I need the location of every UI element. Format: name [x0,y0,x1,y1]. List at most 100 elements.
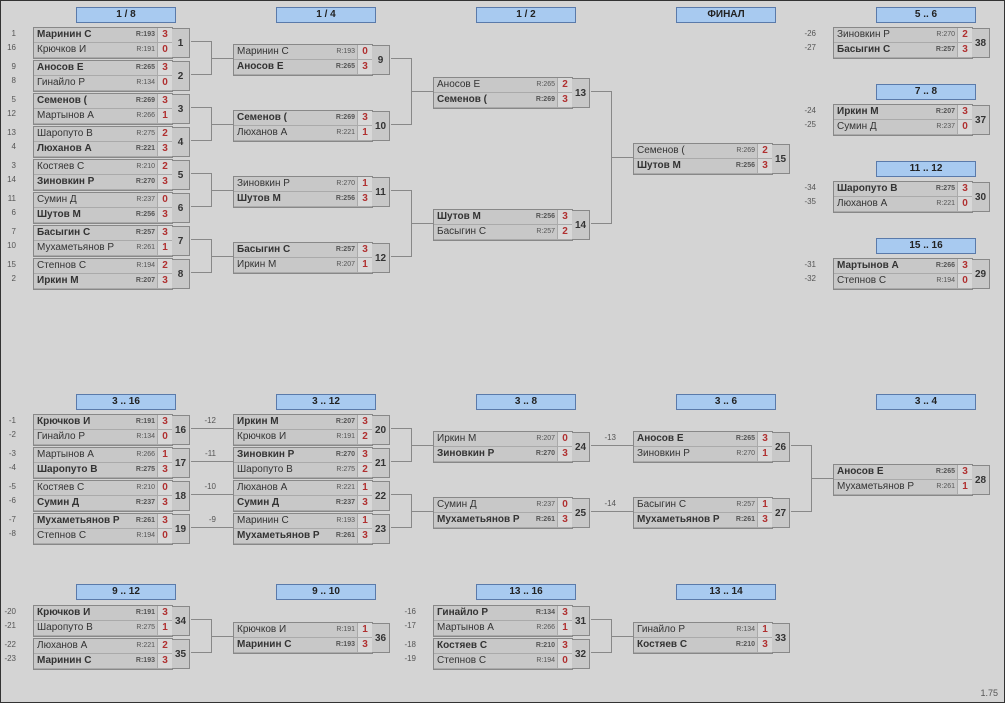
seed-number: -14 [602,497,618,511]
player-name: Шаропуто В [34,127,131,141]
player-rating: R:266 [131,109,157,123]
seed-number: 11 [2,192,18,206]
player-rating: R:210 [731,638,757,652]
player-name: Крючков И [234,430,331,444]
player-name: Мухаметьянов Р [34,241,131,255]
match-number: 29 [972,259,990,289]
player-rating: R:269 [731,144,757,158]
player-name: Сумин Д [234,496,331,510]
seed-number: -9 [202,513,218,527]
player-name: Аносов Е [634,432,731,446]
player-score: 1 [357,623,372,637]
player-rating: R:194 [131,529,157,543]
player-rating: R:266 [931,259,957,273]
match-number: 30 [972,182,990,212]
player-row: Мухаметьянов РR:2611 [834,480,972,495]
match-number: 18 [172,481,190,511]
player-score: 3 [157,226,172,240]
player-name: Шаропуто В [234,463,331,477]
player-rating: R:207 [531,432,557,446]
player-row: Гинайло РR:1341 [634,623,772,638]
connector [411,91,433,92]
player-score: 3 [157,175,172,189]
player-row: Шутов МR:2563 [634,159,772,174]
player-name: Семенов ( [34,94,131,108]
round-header: 3 .. 4 [876,394,976,410]
match-number: 37 [972,105,990,135]
player-row: Семенов (R:2693 [234,111,372,126]
player-name: Мухаметьянов Р [434,513,531,527]
player-name: Зиновкин Р [234,448,331,462]
player-row: Басыгин СR:2573 [234,243,372,258]
connector [591,652,611,653]
player-score: 3 [357,192,372,206]
seed-number: 15 [2,258,18,272]
round-header: 13 .. 16 [476,584,576,600]
player-name: Костяев С [634,638,731,652]
seed-number: 8 [2,74,18,88]
player-rating: R:193 [331,45,357,59]
connector [591,445,633,446]
player-score: 3 [157,208,172,222]
round-header: 7 .. 8 [876,84,976,100]
seed-number: -21 [2,619,18,633]
player-rating: R:221 [331,126,357,140]
player-score: 2 [157,639,172,653]
player-row: Семенов (R:2693 [434,93,572,108]
player-row: Шаропуто ВR:2753 [834,182,972,197]
player-name: Басыгин С [634,498,731,512]
player-rating: R:207 [131,274,157,288]
player-score: 3 [357,448,372,462]
player-name: Иркин М [234,415,331,429]
connector [411,445,433,446]
player-row: Крючков ИR:1911 [234,623,372,638]
seed-number: -13 [602,431,618,445]
player-score: 3 [357,60,372,74]
connector [391,58,411,59]
player-score: 0 [957,120,972,134]
player-name: Костяев С [434,639,531,653]
player-name: Маринин С [234,45,331,59]
seed-number: 12 [2,107,18,121]
player-score: 1 [757,498,772,512]
player-row: Мухаметьянов РR:2613 [434,513,572,528]
player-row: Сумин ДR:2370 [834,120,972,135]
match-box: Зиновкин РR:2703Шаропуто ВR:275221 [233,447,373,479]
player-name: Иркин М [234,258,331,272]
player-row: Аносов ЕR:2652 [434,78,572,93]
round-header: 1 / 2 [476,7,576,23]
player-rating: R:191 [331,623,357,637]
connector [211,190,233,191]
player-score: 2 [357,463,372,477]
match-number: 13 [572,78,590,108]
match-number: 5 [172,160,190,190]
player-score: 0 [557,432,572,446]
match-number: 14 [572,210,590,240]
connector [211,58,233,59]
player-name: Аносов Е [234,60,331,74]
connector [191,494,233,495]
player-score: 3 [157,274,172,288]
player-name: Шаропуто В [34,463,131,477]
player-score: 3 [357,496,372,510]
player-rating: R:194 [931,274,957,288]
player-score: 0 [157,430,172,444]
player-rating: R:265 [731,432,757,446]
player-rating: R:275 [131,621,157,635]
connector [591,223,611,224]
player-score: 2 [157,127,172,141]
seed-number: 16 [2,41,18,55]
player-row: Басыгин СR:2571 [634,498,772,513]
player-row: Мухаметьянов РR:2611 [34,241,172,256]
player-row: Костяев СR:2103 [634,638,772,653]
player-name: Степнов С [434,654,531,668]
player-row: Семенов (R:2692 [634,144,772,159]
seed-number: -1 [2,414,18,428]
player-rating: R:265 [931,465,957,479]
player-row: Шаропуто ВR:2753 [34,463,172,478]
connector [191,140,211,141]
player-row: Крючков ИR:1913 [34,415,172,430]
player-name: Мухаметьянов Р [34,514,131,528]
match-box: Мартынов АR:2663Степнов СR:194029 [833,258,973,290]
player-score: 0 [957,197,972,211]
